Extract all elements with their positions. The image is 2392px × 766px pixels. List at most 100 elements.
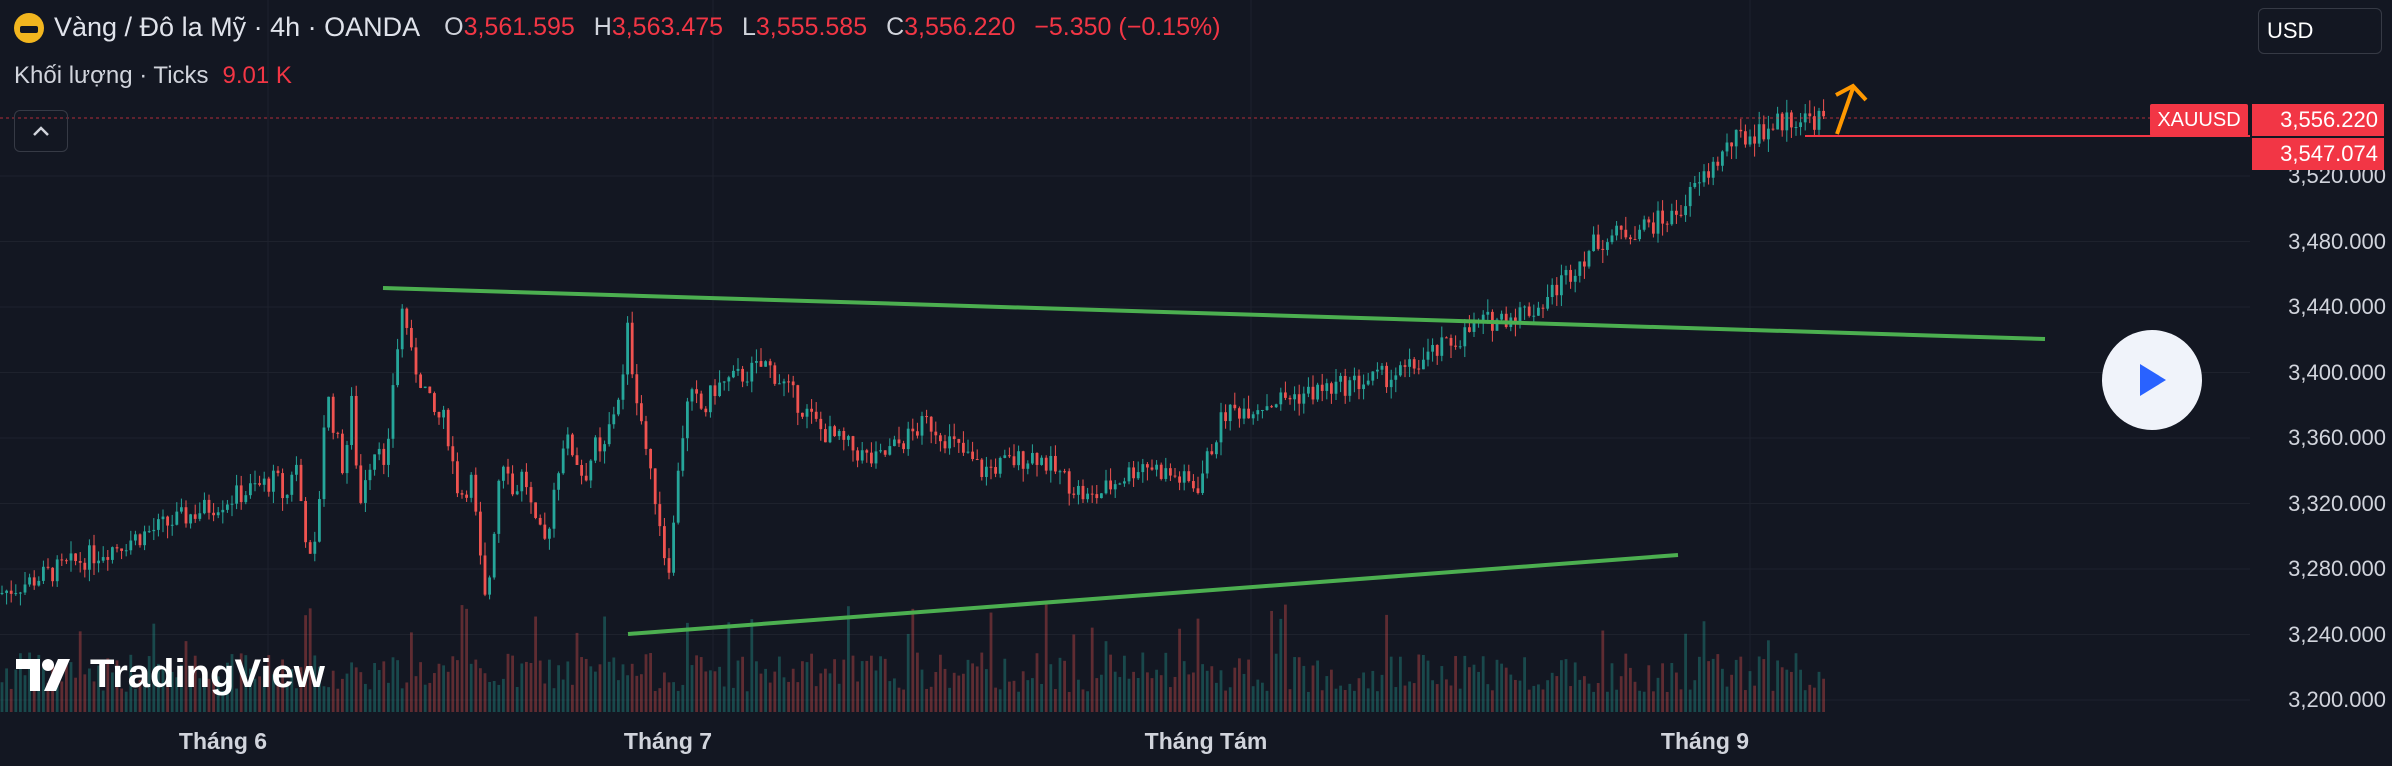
candle-body <box>791 381 795 386</box>
candle-body <box>879 450 882 452</box>
symbol-title[interactable]: Vàng / Đô la Mỹ · 4h · OANDA <box>54 12 421 42</box>
volume-bar <box>506 653 510 712</box>
candle-body <box>299 464 303 502</box>
volume-bar <box>713 671 717 712</box>
volume-bar <box>166 669 169 712</box>
volume-bar <box>1422 654 1425 712</box>
volume-bar <box>359 672 363 712</box>
volume-bar <box>525 661 528 712</box>
candle-body <box>741 368 744 382</box>
candle-body <box>1725 142 1729 152</box>
volume-bar <box>1550 672 1554 712</box>
candle-body <box>552 489 556 529</box>
candle-body <box>1578 261 1582 276</box>
volume-bar <box>1629 667 1632 712</box>
volume-bar <box>998 689 1002 712</box>
candle-body <box>1817 110 1821 130</box>
candle-body <box>925 416 928 418</box>
candle-body <box>1095 494 1099 499</box>
candle-body <box>249 483 252 496</box>
candle-body <box>939 435 942 442</box>
candle-body <box>1638 229 1641 240</box>
candle-body <box>1201 473 1204 493</box>
volume-bar <box>1228 687 1232 712</box>
candle-body <box>607 424 611 445</box>
volume-bar <box>460 605 464 712</box>
ohlc-values: O3,561.595 H3,563.475 L3,555.585 C3,556.… <box>444 13 1232 42</box>
candle-body <box>1573 275 1577 282</box>
volume-bar <box>1509 674 1513 712</box>
volume-bar <box>442 665 445 712</box>
volume-bar <box>1274 653 1278 712</box>
volume-bar <box>272 674 275 712</box>
candle-body <box>948 436 951 449</box>
volume-bar <box>1458 688 1462 712</box>
candle-body <box>1440 337 1444 356</box>
volume-bar <box>1468 667 1471 712</box>
candle-body <box>699 393 703 409</box>
candle-body <box>1753 136 1756 144</box>
volume-bar <box>1297 657 1301 712</box>
candle-body <box>1730 142 1733 147</box>
candle-body <box>778 383 781 385</box>
candle-body <box>1803 113 1807 123</box>
candle-body <box>1228 404 1232 422</box>
play-button[interactable] <box>2102 330 2202 430</box>
candle-body <box>1702 171 1706 183</box>
candle-body <box>828 426 832 443</box>
candle-body <box>681 438 685 471</box>
candle-body <box>589 460 593 481</box>
currency-selector[interactable]: USD <box>2258 8 2382 54</box>
tradingview-logo-icon <box>16 658 70 691</box>
close-value: 3,556.220 <box>904 13 1016 41</box>
volume-bar <box>980 652 984 712</box>
candle-body <box>382 448 386 465</box>
candle-body <box>1205 451 1209 474</box>
volume-bar <box>1385 614 1388 712</box>
volume-bar <box>994 687 997 712</box>
candle-body <box>1624 229 1628 238</box>
volume-bar <box>396 660 399 712</box>
volume-bar <box>695 655 698 712</box>
candle-body <box>502 466 505 481</box>
candle-body <box>943 441 947 449</box>
collapse-legend-button[interactable] <box>14 110 68 152</box>
candle-body <box>1546 296 1549 309</box>
volume-bar <box>1201 664 1204 712</box>
line-price-tag: 3,547.074 <box>2252 138 2384 170</box>
volume-bar <box>1445 679 1448 712</box>
volume-bar <box>1008 681 1011 712</box>
volume-bar <box>111 672 114 712</box>
candle-body <box>170 524 174 526</box>
volume-bar <box>515 687 519 712</box>
volume-bar <box>101 690 105 712</box>
volume-bar <box>1072 634 1076 712</box>
candle-body <box>865 450 869 453</box>
volume-bar <box>594 671 597 712</box>
volume-bar <box>1044 604 1048 712</box>
candle-body <box>952 436 956 440</box>
candle-body <box>1279 392 1283 405</box>
volume-bar <box>1003 658 1007 712</box>
candle-body <box>391 385 395 439</box>
volume-bar <box>143 670 146 712</box>
candle-body <box>272 470 275 492</box>
candle-body <box>1371 371 1375 381</box>
candle-body <box>824 429 827 443</box>
volume-bar <box>1725 686 1729 712</box>
volume-label[interactable]: Khối lượng · Ticks <box>14 62 209 89</box>
volume-bar <box>1196 618 1200 712</box>
candle-body <box>1104 480 1108 494</box>
volume-bar <box>1675 672 1678 712</box>
candle-body <box>1711 161 1715 178</box>
volume-bar <box>1449 685 1453 712</box>
candle-body <box>1366 380 1370 385</box>
candle-body <box>1256 410 1260 415</box>
volume-bar <box>1348 683 1352 712</box>
volume-bar <box>796 682 800 712</box>
y-tick-label: 3,440.000 <box>2288 294 2386 319</box>
candle-body <box>1182 471 1186 483</box>
volume-bar <box>157 663 160 712</box>
volume-bar <box>1790 671 1793 712</box>
